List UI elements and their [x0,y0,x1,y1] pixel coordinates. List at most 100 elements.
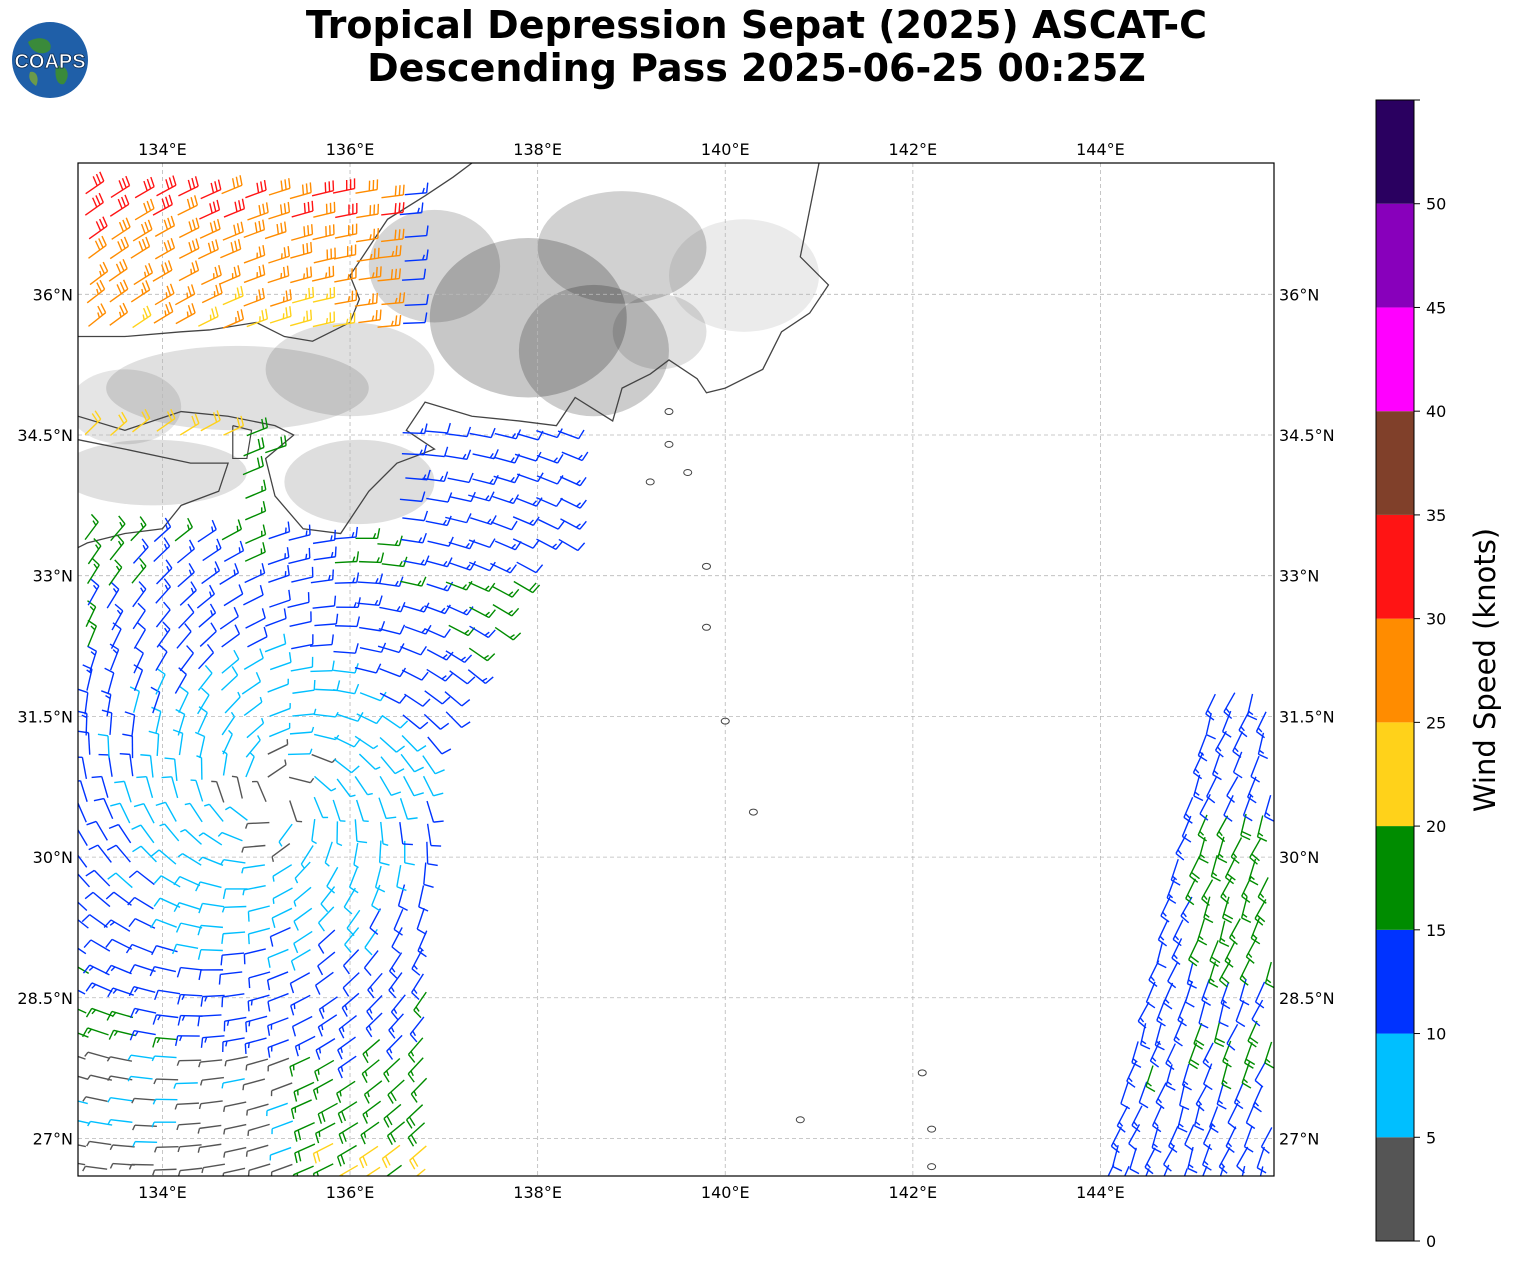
barb-flag [1110,1145,1120,1154]
wind-barb [404,294,429,307]
barb-staff [197,694,210,715]
barb-staff [123,781,132,803]
wind-barb [1129,1147,1140,1175]
barb-flag [177,1015,182,1026]
wind-barb [1172,919,1184,947]
wind-barb [201,1163,225,1174]
lat-ticks-left: 36°N34.5°N33°N31.5°N30°N28.5°N27°N [17,285,73,1148]
barb-flag [1199,751,1205,756]
wind-barb [399,798,418,820]
barb-flag [187,517,193,528]
barb-staff [256,781,267,803]
barb-flag [342,965,350,975]
barb-flag [284,179,287,190]
barb-staff [178,1122,201,1126]
barb-flag [1218,853,1224,858]
barb-flag [1189,1058,1200,1066]
wind-barb [359,1145,379,1169]
barb-flag [1163,1002,1173,1010]
barb-staff [133,652,144,674]
barb-flag [1247,952,1253,958]
wind-barb [154,1145,179,1153]
lat-ticks-right: 36°N34.5°N33°N31.5°N30°N28.5°N27°N [1279,285,1335,1148]
wind-barb [85,869,111,887]
barb-flag [1164,998,1170,1004]
barb-flag [446,557,453,567]
wind-barb [1247,1020,1259,1048]
wind-barb [1170,858,1181,886]
barb-flag [1240,834,1251,841]
barb-flag [312,1173,315,1176]
wind-barb [179,581,197,606]
barb-flag [158,644,168,653]
wind-barb [88,303,107,327]
barb-flag [145,280,151,291]
barb-flag [163,537,171,547]
barb-flag [98,192,104,203]
barb-flag [1202,1164,1212,1171]
barb-flag [155,801,166,807]
wind-barb [176,966,203,978]
barb-flag [267,1047,271,1058]
barb-staff [1129,1147,1137,1170]
barb-staff [516,433,539,441]
wind-barb [271,1120,294,1135]
wind-barb [1254,899,1267,926]
barb-staff [178,692,189,713]
barb-flag [532,500,538,506]
barb-flag [297,1129,302,1141]
barb-staff [422,755,436,775]
barb-flag [555,540,563,550]
lon-tick-label: 142°E [889,1183,938,1202]
barb-flag [214,561,221,572]
barb-staff [267,683,289,693]
barb-flag [166,565,170,572]
wind-barb [312,595,337,609]
barb-flag [394,768,405,775]
barb-flag [486,653,496,662]
wind-barb [243,264,266,284]
wind-barb [197,706,208,733]
lat-tick-label: 28.5°N [17,989,73,1008]
barb-staff [538,518,559,530]
wind-barb [343,887,356,915]
barb-flag [267,957,271,968]
barb-flag [288,652,292,663]
barb-flag [1195,1121,1201,1126]
barb-flag [331,634,334,645]
barb-flag [198,969,202,981]
barb-flag [512,494,520,504]
coast-japan-sea [78,163,473,342]
barb-flag [1182,835,1192,843]
barb-flag [191,219,197,230]
barb-flag [398,229,401,240]
wind-barb [1116,1105,1129,1133]
barb-flag [394,229,397,240]
lat-tick-label: 36°N [1279,285,1319,304]
wind-barb [1203,896,1214,924]
barb-flag [255,671,262,682]
wind-barb [108,258,128,282]
barb-staff [343,949,360,967]
wind-barb [289,972,311,994]
wind-barb [87,557,100,584]
barb-flag [1157,939,1168,947]
wind-barb [1235,1000,1246,1028]
barb-flag [167,240,172,251]
barb-staff [326,866,339,887]
wind-barb [367,972,383,999]
barb-flag [120,238,126,249]
barb-flag [1211,956,1221,964]
barb-flag [1203,894,1208,900]
barb-flag [111,1012,117,1018]
wind-barb [85,600,97,627]
barb-flag [150,176,155,187]
barb-flag [149,198,155,209]
barb-flag [218,283,223,294]
barb-flag [293,1003,296,1010]
wind-barb [78,780,88,802]
wind-barb [336,712,364,722]
barb-flag [395,745,405,753]
wind-barb [1131,1041,1142,1068]
barb-flag [1241,917,1252,923]
